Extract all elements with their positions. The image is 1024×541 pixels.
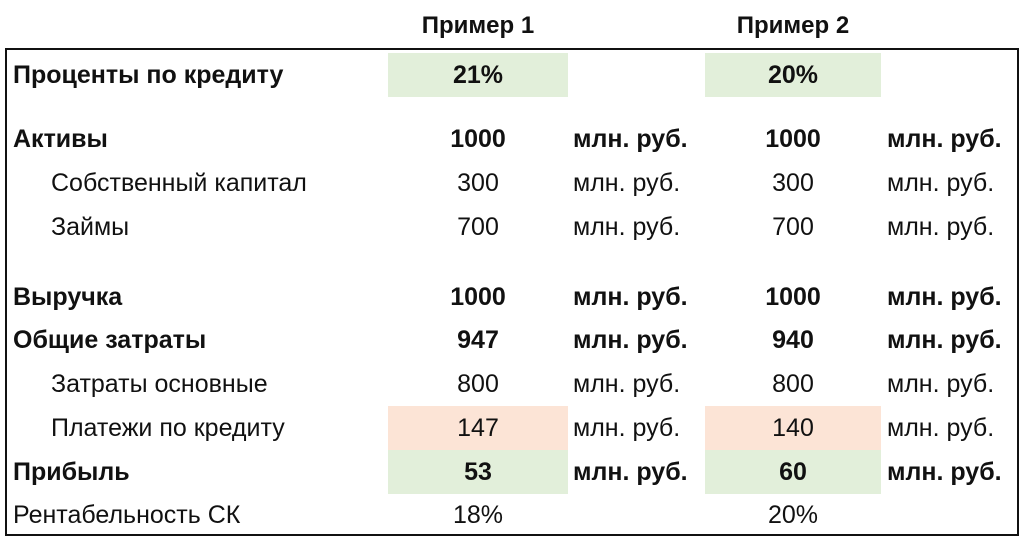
row-main-costs: Затраты основные 800 млн. руб. 800 млн. … [7,362,1017,406]
row-loans: Займы 700 млн. руб. 700 млн. руб. [7,205,1017,249]
header-example-2: Пример 2 [736,12,850,39]
unit-example-2: млн. руб. [887,169,995,197]
value-example-1: 1000 [450,283,506,311]
value-example-1: 18% [452,501,504,529]
comparison-table: Проценты по кредиту 21% 20% Активы 1000 … [5,48,1019,536]
row-label: Проценты по кредиту [13,61,284,89]
unit-example-1: млн. руб. [573,283,688,311]
value-example-2: 940 [772,326,814,354]
value-example-2: 1000 [765,125,821,153]
unit-example-2: млн. руб. [887,125,1002,153]
row-label: Выручка [13,283,123,311]
value-example-1: 53 [388,450,568,494]
value-example-2: 20% [705,53,881,97]
value-example-1: 800 [457,370,499,398]
unit-example-2: млн. руб. [887,370,995,398]
value-example-2: 20% [767,501,819,529]
value-example-2: 700 [772,213,814,241]
row-return-on-equity: Рентабельность СК 18% 20% [7,493,1017,537]
unit-example-1: млн. руб. [573,169,681,197]
header-example-1: Пример 1 [421,12,535,39]
row-assets: Активы 1000 млн. руб. 1000 млн. руб. [7,117,1017,161]
value-example-2: 140 [705,406,881,450]
unit-example-1: млн. руб. [573,414,681,442]
row-label: Затраты основные [51,370,268,398]
unit-example-2: млн. руб. [887,458,1002,486]
unit-example-1: млн. руб. [573,125,688,153]
unit-example-1: млн. руб. [573,213,681,241]
row-label: Активы [13,125,108,153]
value-example-2: 60 [705,450,881,494]
unit-example-1: млн. руб. [573,370,681,398]
row-loan-interest: Проценты по кредиту 21% 20% [7,53,1017,97]
row-revenue: Выручка 1000 млн. руб. 1000 млн. руб. [7,275,1017,319]
row-label: Собственный капитал [51,169,307,197]
unit-example-2: млн. руб. [887,326,1002,354]
value-example-1: 1000 [450,125,506,153]
value-example-1: 700 [457,213,499,241]
value-example-2: 1000 [765,283,821,311]
row-label: Общие затраты [13,326,207,354]
row-label: Платежи по кредиту [51,414,285,442]
row-total-costs: Общие затраты 947 млн. руб. 940 млн. руб… [7,318,1017,362]
value-example-1: 947 [457,326,499,354]
row-equity: Собственный капитал 300 млн. руб. 300 мл… [7,161,1017,205]
row-label: Прибыль [13,458,130,486]
value-example-1: 21% [388,53,568,97]
value-example-2: 800 [772,370,814,398]
unit-example-1: млн. руб. [573,326,688,354]
unit-example-2: млн. руб. [887,213,995,241]
row-label: Рентабельность СК [13,501,241,529]
value-example-2: 300 [772,169,814,197]
value-example-1: 147 [388,406,568,450]
value-example-1: 300 [457,169,499,197]
row-loan-payments: Платежи по кредиту 147 млн. руб. 140 млн… [7,406,1017,450]
unit-example-2: млн. руб. [887,283,1002,311]
row-profit: Прибыль 53 млн. руб. 60 млн. руб. [7,450,1017,494]
unit-example-2: млн. руб. [887,414,995,442]
unit-example-1: млн. руб. [573,458,688,486]
row-label: Займы [51,213,130,241]
